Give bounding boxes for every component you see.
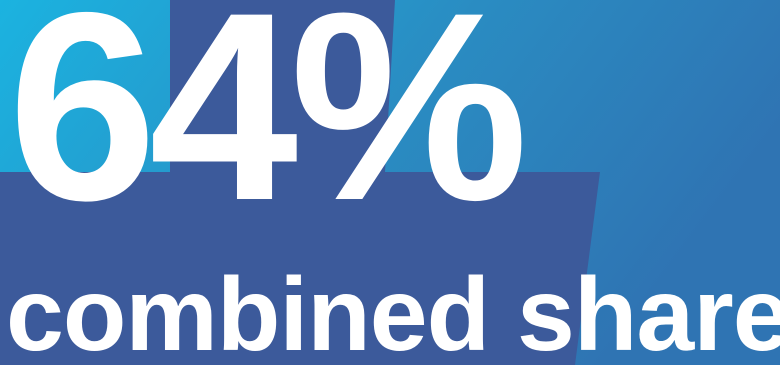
combined-share-label: combined share <box>6 257 780 365</box>
dark-blue-panel <box>0 0 600 365</box>
percentage-headline: 64% <box>8 0 528 256</box>
